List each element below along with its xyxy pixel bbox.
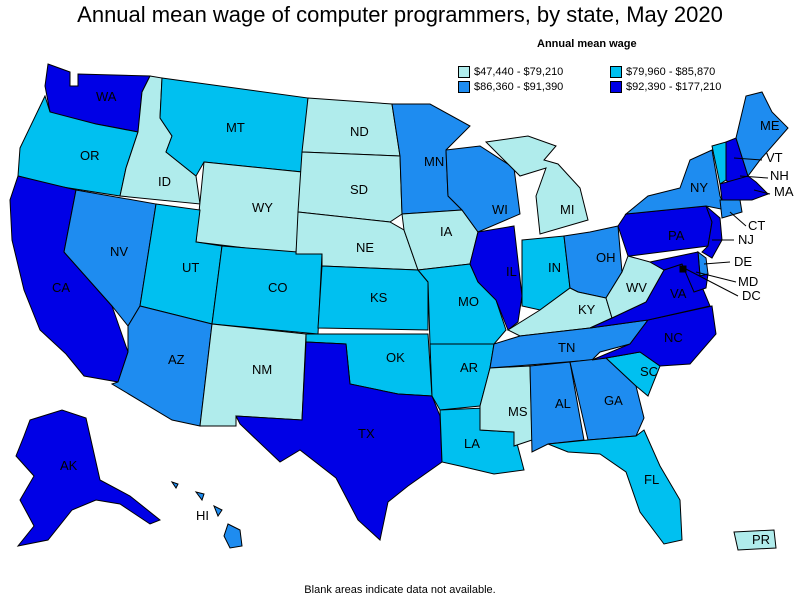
state-label-mt: MT <box>226 120 245 135</box>
state-label-me: ME <box>760 118 780 133</box>
state-label-ct: CT <box>748 218 765 233</box>
state-label-or: OR <box>80 148 100 163</box>
state-hi[interactable] <box>170 481 243 549</box>
legend-swatch-2 <box>610 66 622 78</box>
state-label-tx: TX <box>358 426 375 441</box>
state-label-la: LA <box>464 436 480 451</box>
state-label-nj: NJ <box>738 232 754 247</box>
legend-item-1: $47,440 - $79,210 <box>458 66 563 78</box>
state-label-nm: NM <box>252 362 272 377</box>
state-label-dc: DC <box>742 288 761 303</box>
state-co[interactable] <box>211 245 323 335</box>
state-label-ut: UT <box>182 260 199 275</box>
state-label-ga: GA <box>604 393 623 408</box>
state-ks[interactable] <box>317 265 429 331</box>
state-label-mn: MN <box>424 154 444 169</box>
state-label-ca: CA <box>52 280 70 295</box>
state-label-ny: NY <box>690 180 708 195</box>
state-label-ma: MA <box>774 184 794 199</box>
state-ny[interactable] <box>624 149 727 215</box>
state-sd[interactable] <box>297 151 403 223</box>
legend-swatch-1 <box>458 66 470 78</box>
state-label-md: MD <box>738 274 758 289</box>
state-label-ak: AK <box>60 458 78 473</box>
state-label-in: IN <box>548 260 561 275</box>
state-label-va: VA <box>670 286 687 301</box>
state-label-il: IL <box>506 264 517 279</box>
state-label-nc: NC <box>664 330 683 345</box>
map-title: Annual mean wage of computer programmers… <box>77 2 723 27</box>
state-label-ok: OK <box>386 350 405 365</box>
state-label-nh: NH <box>770 168 789 183</box>
state-fl[interactable] <box>547 429 683 545</box>
footnote: Blank areas indicate data not available. <box>304 584 496 596</box>
state-label-vt: VT <box>766 150 783 165</box>
state-label-mi: MI <box>560 202 574 217</box>
state-label-sc: SC <box>640 364 658 379</box>
state-wi[interactable] <box>445 145 521 233</box>
state-ak[interactable] <box>15 409 161 547</box>
state-nc[interactable] <box>591 305 717 367</box>
legend-title: Annual mean wage <box>537 38 637 50</box>
state-nj[interactable] <box>701 205 723 259</box>
state-tx[interactable] <box>235 341 443 541</box>
state-label-wv: WV <box>626 280 647 295</box>
state-label-ky: KY <box>578 302 596 317</box>
legend-swatch-3 <box>458 81 470 93</box>
state-label-pa: PA <box>668 228 685 243</box>
state-label-ks: KS <box>370 290 388 305</box>
state-label-oh: OH <box>596 250 616 265</box>
state-dc[interactable] <box>679 265 687 273</box>
state-label-wy: WY <box>252 200 273 215</box>
state-wy[interactable] <box>195 161 303 255</box>
state-pr[interactable] <box>733 529 777 551</box>
legend-swatch-4 <box>610 81 622 93</box>
state-label-wa: WA <box>96 89 117 104</box>
state-label-fl: FL <box>644 472 659 487</box>
state-label-ar: AR <box>460 360 478 375</box>
legend-item-3: $86,360 - $91,390 <box>458 81 563 93</box>
state-label-tn: TN <box>558 340 575 355</box>
state-label-sd: SD <box>350 182 368 197</box>
state-label-co: CO <box>268 280 288 295</box>
legend-item-2: $79,960 - $85,870 <box>610 66 715 78</box>
state-label-ia: IA <box>440 224 453 239</box>
state-label-ne: NE <box>356 240 374 255</box>
state-label-az: AZ <box>168 352 185 367</box>
state-label-id: ID <box>158 174 171 189</box>
legend-item-4: $92,390 - $177,210 <box>610 81 721 93</box>
legend-label-3: $86,360 - $91,390 <box>474 81 564 93</box>
state-label-wi: WI <box>492 202 508 217</box>
state-mi[interactable] <box>484 135 589 235</box>
state-label-hi: HI <box>196 508 209 523</box>
state-me[interactable] <box>735 91 789 178</box>
legend-label-1: $47,440 - $79,210 <box>474 66 564 78</box>
state-label-ms: MS <box>508 404 528 419</box>
state-label-nv: NV <box>110 244 128 259</box>
state-md[interactable] <box>648 251 709 293</box>
state-label-mo: MO <box>458 294 479 309</box>
state-ct[interactable] <box>719 199 743 219</box>
legend-label-4: $92,390 - $177,210 <box>626 81 722 93</box>
state-label-nd: ND <box>350 124 369 139</box>
state-label-de: DE <box>734 254 752 269</box>
legend-label-2: $79,960 - $85,870 <box>626 66 716 78</box>
state-label-al: AL <box>555 396 571 411</box>
state-label-pr: PR <box>752 532 770 547</box>
